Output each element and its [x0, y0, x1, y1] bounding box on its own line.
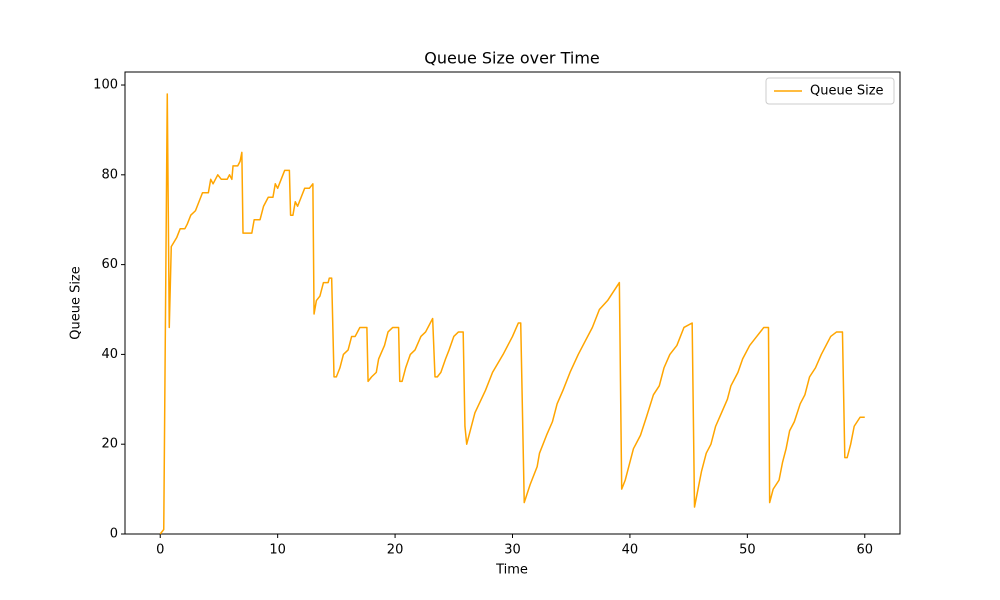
y-tick-label: 80 — [101, 167, 118, 182]
legend-label: Queue Size — [810, 84, 884, 99]
y-tick-label: 100 — [93, 78, 118, 93]
x-tick-label: 10 — [269, 543, 286, 558]
x-tick-label: 30 — [504, 543, 521, 558]
x-tick-label: 50 — [739, 543, 756, 558]
chart-title: Queue Size over Time — [424, 49, 600, 68]
x-tick-label: 20 — [387, 543, 404, 558]
x-tick-label: 0 — [156, 543, 164, 558]
y-tick-label: 0 — [110, 527, 118, 542]
y-tick-label: 60 — [101, 257, 118, 272]
y-tick-label: 20 — [101, 437, 118, 452]
y-axis-label: Queue Size — [69, 266, 84, 340]
x-axis-label: Time — [495, 563, 528, 578]
y-tick-label: 40 — [101, 347, 118, 362]
x-tick-label: 40 — [622, 543, 639, 558]
legend-box — [765, 77, 895, 105]
data-line — [159, 93, 865, 535]
plot-frame — [124, 71, 901, 535]
x-tick-label: 60 — [856, 543, 873, 558]
